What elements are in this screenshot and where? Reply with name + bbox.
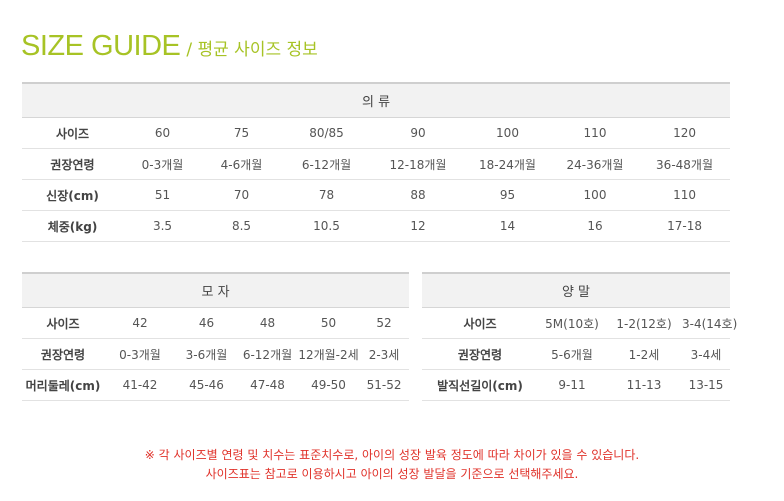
table-cell: 36-48개월 xyxy=(639,148,731,180)
table-cell: 47-48 xyxy=(237,369,298,401)
clothing-size-table: 의 류 사이즈 60 75 80/85 90 100 110 120 권장연령 0-3개월 4-6개월… xyxy=(22,82,731,242)
table-cell: 0-3개월 xyxy=(104,338,176,370)
table-cell: 4-6개월 xyxy=(202,148,281,180)
row-label: 발직선길이(cm) xyxy=(422,369,538,401)
table-row: 신장(cm) 51 70 78 88 95 100 110 xyxy=(22,179,731,211)
socks-table-header: 양 말 xyxy=(422,272,730,308)
table-row: 발직선길이(cm) 9-11 11-13 13-15 xyxy=(422,369,730,401)
table-cell: 5-6개월 xyxy=(538,338,606,370)
table-cell: 110 xyxy=(551,117,639,149)
table-row: 머리둘레(cm) 41-42 45-46 47-48 49-50 51-52 xyxy=(22,369,410,401)
row-label: 사이즈 xyxy=(422,307,538,339)
table-cell: 90 xyxy=(372,117,464,149)
row-label: 권장연령 xyxy=(22,338,104,370)
row-label: 사이즈 xyxy=(22,117,123,149)
table-row: 사이즈 60 75 80/85 90 100 110 120 xyxy=(22,117,731,149)
table-cell: 0-3개월 xyxy=(123,148,202,180)
hat-table-header: 모 자 xyxy=(22,272,410,308)
table-cell: 12 xyxy=(372,210,464,242)
table-cell: 5M(10호) xyxy=(538,307,606,339)
table-cell: 9-11 xyxy=(538,369,606,401)
table-cell: 95 xyxy=(464,179,551,211)
hat-size-table: 모 자 사이즈 42 46 48 50 52 권장연령 0-3개월 3-6개월 6-12개월 12개월… xyxy=(22,272,410,401)
table-cell: 18-24개월 xyxy=(464,148,551,180)
table-cell: 75 xyxy=(202,117,281,149)
table-cell: 45-46 xyxy=(176,369,237,401)
table-cell: 52 xyxy=(359,307,410,339)
table-cell: 42 xyxy=(104,307,176,339)
table-cell: 100 xyxy=(464,117,551,149)
table-cell: 46 xyxy=(176,307,237,339)
table-cell: 6-12개월 xyxy=(281,148,372,180)
title-en: SIZE GUIDE xyxy=(21,30,181,62)
row-label: 신장(cm) xyxy=(22,179,123,211)
table-cell: 1-2세 xyxy=(606,338,682,370)
table-cell: 11-13 xyxy=(606,369,682,401)
table-cell: 13-15 xyxy=(682,369,730,401)
table-cell: 3-6개월 xyxy=(176,338,237,370)
table-cell: 3.5 xyxy=(123,210,202,242)
table-cell: 8.5 xyxy=(202,210,281,242)
table-cell: 100 xyxy=(551,179,639,211)
table-cell: 12-18개월 xyxy=(372,148,464,180)
table-row: 권장연령 0-3개월 3-6개월 6-12개월 12개월-2세 2-3세 xyxy=(22,338,410,370)
title-ko: / 평균 사이즈 정보 xyxy=(186,40,318,60)
table-cell: 60 xyxy=(123,117,202,149)
table-cell: 3-4(14호) xyxy=(682,307,737,339)
table-cell: 49-50 xyxy=(298,369,359,401)
notice-line-1: ※ 각 사이즈별 연령 및 치수는 표준치수로, 아이의 성장 발육 정도에 따… xyxy=(144,448,640,462)
page-title: SIZE GUIDE / 평균 사이즈 정보 xyxy=(21,30,318,63)
table-row: 사이즈 5M(10호) 1-2(12호) 3-4(14호) xyxy=(422,307,737,339)
table-cell: 50 xyxy=(298,307,359,339)
table-cell: 110 xyxy=(639,179,731,211)
table-cell: 48 xyxy=(237,307,298,339)
clothing-table-header: 의 류 xyxy=(22,82,731,118)
table-cell: 88 xyxy=(372,179,464,211)
table-cell: 12개월-2세 xyxy=(298,338,359,370)
table-cell: 24-36개월 xyxy=(551,148,639,180)
table-cell: 2-3세 xyxy=(359,338,410,370)
row-label: 사이즈 xyxy=(22,307,104,339)
table-row: 체중(kg) 3.5 8.5 10.5 12 14 16 17-18 xyxy=(22,210,731,242)
table-cell: 51 xyxy=(123,179,202,211)
table-cell: 6-12개월 xyxy=(237,338,298,370)
notice-line-2: 사이즈표는 참고로 이용하시고 아이의 성장 발달을 기준으로 선택해주세요. xyxy=(205,467,579,481)
table-cell: 51-52 xyxy=(359,369,410,401)
table-cell: 10.5 xyxy=(281,210,372,242)
table-row: 권장연령 5-6개월 1-2세 3-4세 xyxy=(422,338,730,370)
table-cell: 16 xyxy=(551,210,639,242)
table-cell: 70 xyxy=(202,179,281,211)
table-cell: 17-18 xyxy=(639,210,731,242)
table-cell: 41-42 xyxy=(104,369,176,401)
table-cell: 3-4세 xyxy=(682,338,730,370)
row-label: 권장연령 xyxy=(22,148,123,180)
row-label: 체중(kg) xyxy=(22,210,123,242)
table-cell: 80/85 xyxy=(281,117,372,149)
socks-size-table: 양 말 사이즈 5M(10호) 1-2(12호) 3-4(14호) 권장연령 5-6개월 1-… xyxy=(422,272,737,401)
table-row: 사이즈 42 46 48 50 52 xyxy=(22,307,410,339)
table-cell: 78 xyxy=(281,179,372,211)
table-cell: 14 xyxy=(464,210,551,242)
table-cell: 120 xyxy=(639,117,731,149)
table-cell: 1-2(12호) xyxy=(606,307,682,339)
row-label: 권장연령 xyxy=(422,338,538,370)
row-label: 머리둘레(cm) xyxy=(22,369,104,401)
table-row: 권장연령 0-3개월 4-6개월 6-12개월 12-18개월 18-24개월 24-36개… xyxy=(22,148,731,180)
